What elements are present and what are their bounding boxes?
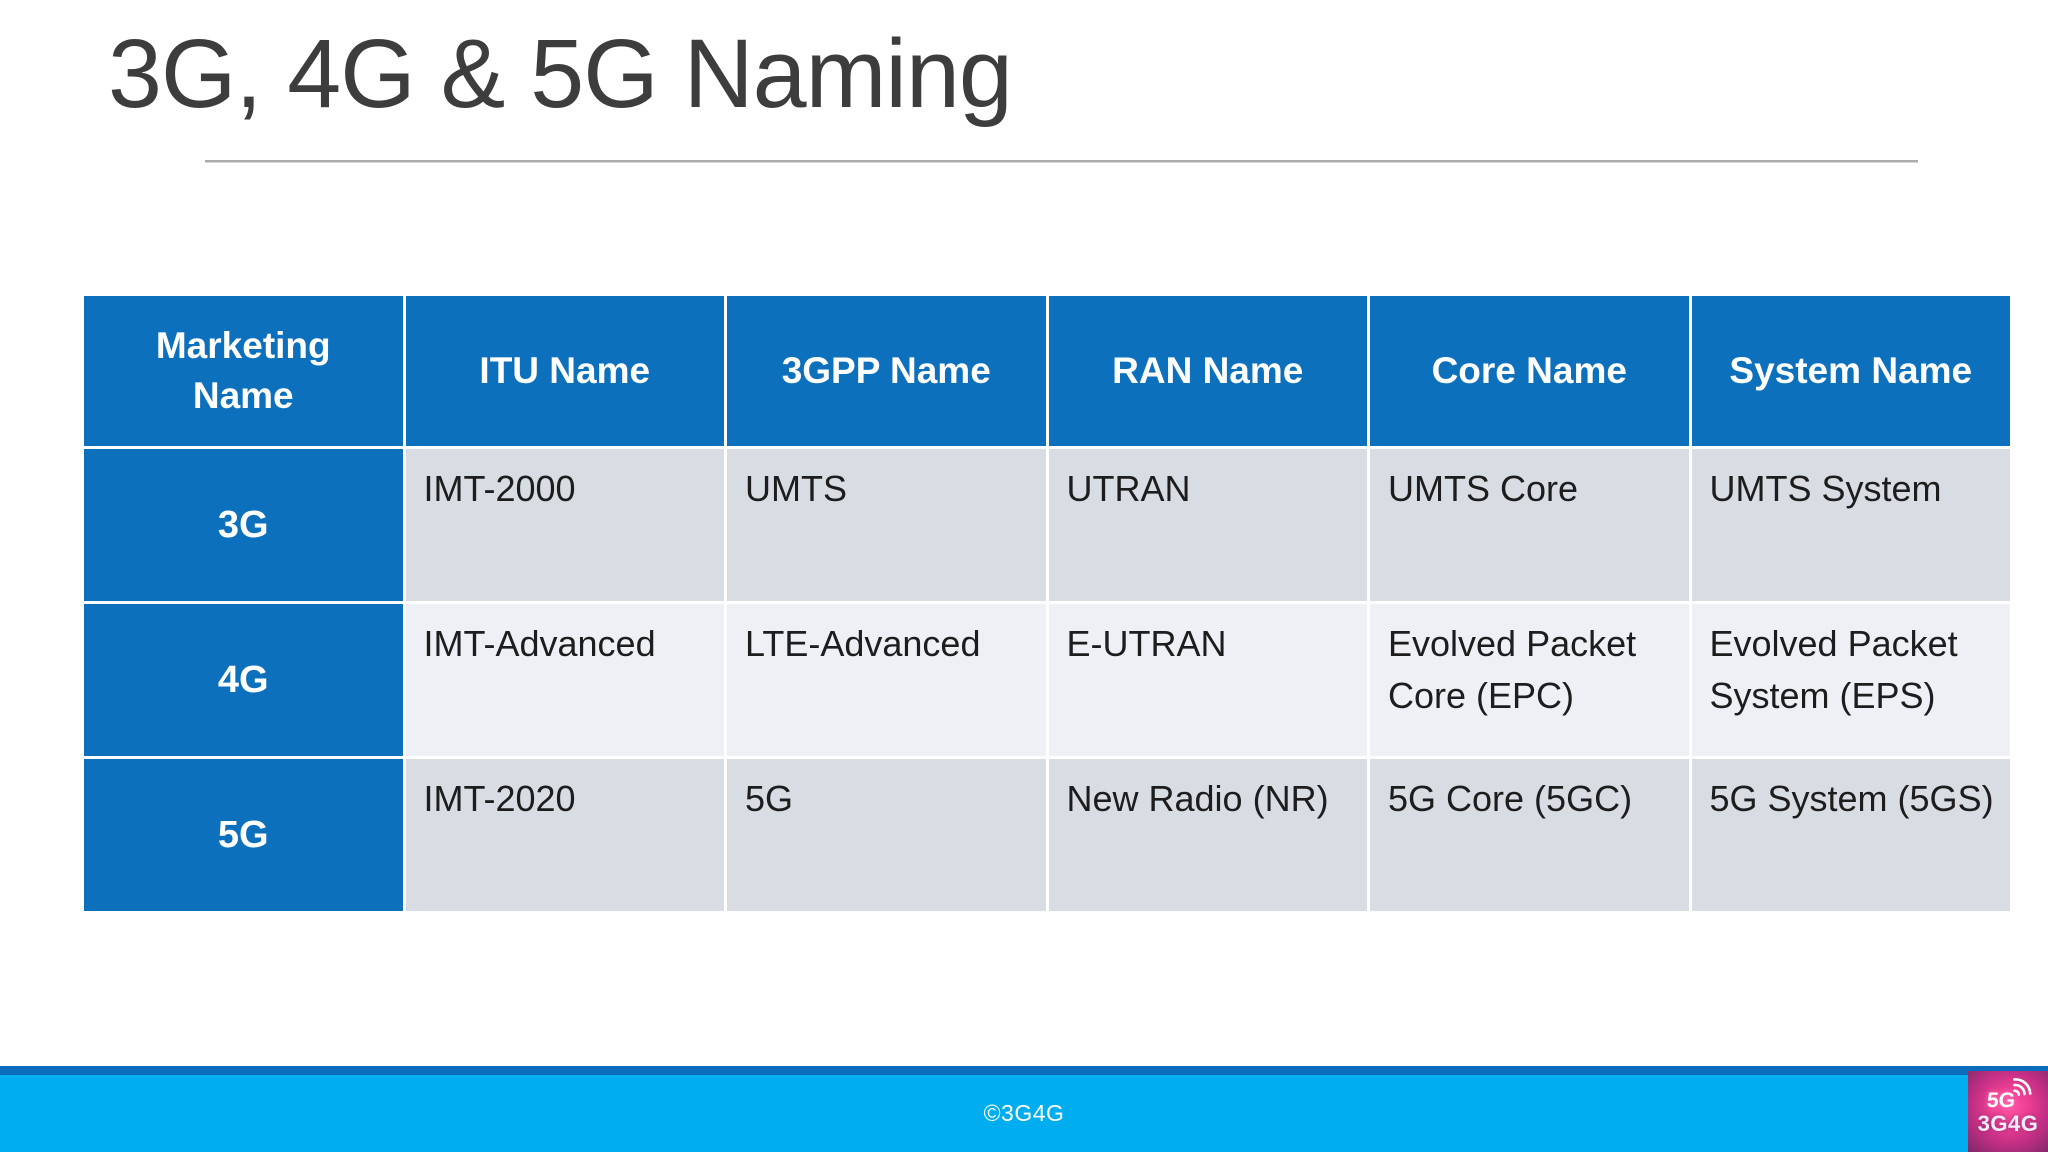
- cell-5g-itu: IMT-2020: [405, 759, 724, 911]
- page-title: 3G, 4G & 5G Naming: [108, 19, 1013, 128]
- cell-4g-core: Evolved Packet Core (EPC): [1370, 604, 1689, 756]
- cell-5g-ran: New Radio (NR): [1048, 759, 1367, 911]
- cell-4g-itu: IMT-Advanced: [405, 604, 724, 756]
- column-header-system-name: System Name: [1691, 296, 2010, 446]
- cell-3g-ran: UTRAN: [1048, 449, 1367, 601]
- signal-waves-icon: [2013, 1078, 2032, 1096]
- row-label-4g: 4G: [84, 604, 403, 756]
- footer-band: ©3G4G: [0, 1075, 2048, 1152]
- column-header-core-name: Core Name: [1370, 296, 1689, 446]
- naming-table: Marketing Name ITU Name 3GPP Name RAN Na…: [84, 296, 2010, 911]
- logo-5g-text: 5G: [1986, 1078, 2032, 1112]
- copyright-text: ©3G4G: [983, 1100, 1065, 1126]
- cell-5g-system: 5G System (5GS): [1691, 759, 2010, 911]
- row-label-5g: 5G: [84, 759, 403, 911]
- 3g4g-logo: 5G 3G4G: [1968, 1071, 2048, 1152]
- cell-4g-ran: E-UTRAN: [1048, 604, 1367, 756]
- column-header-3gpp-name: 3GPP Name: [727, 296, 1046, 446]
- cell-3g-3gpp: UMTS: [727, 449, 1046, 601]
- cell-3g-itu: IMT-2000: [405, 449, 724, 601]
- title-divider-line: [205, 160, 1918, 163]
- column-header-itu-name: ITU Name: [405, 296, 724, 446]
- column-header-ran-name: RAN Name: [1048, 296, 1367, 446]
- column-header-marketing-name: Marketing Name: [84, 296, 403, 446]
- footer-accent-bar: [0, 1066, 2048, 1075]
- cell-4g-3gpp: LTE-Advanced: [727, 604, 1046, 756]
- logo-3g4g-text: 3G4G: [1977, 1111, 2039, 1136]
- cell-3g-core: UMTS Core: [1370, 449, 1689, 601]
- row-label-3g: 3G: [84, 449, 403, 601]
- cell-5g-core: 5G Core (5GC): [1370, 759, 1689, 911]
- cell-5g-3gpp: 5G: [727, 759, 1046, 911]
- cell-4g-system: Evolved Packet System (EPS): [1691, 604, 2010, 756]
- cell-3g-system: UMTS System: [1691, 449, 2010, 601]
